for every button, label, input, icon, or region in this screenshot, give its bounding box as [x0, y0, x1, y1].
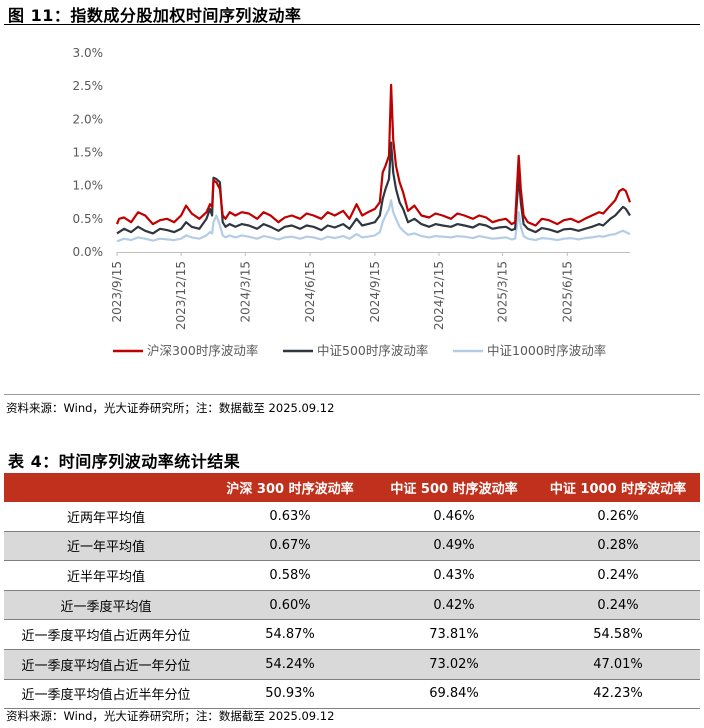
- series-line-2: [116, 199, 631, 243]
- table-cell: 0.46%: [372, 502, 536, 532]
- legend-label: 中证500时序波动率: [317, 343, 428, 358]
- y-tick-label: 1.0%: [73, 179, 104, 193]
- table-cell: 0.60%: [208, 590, 372, 621]
- source-rule: [4, 394, 700, 395]
- table-title: 表 4：时间序列波动率统计结果: [8, 452, 241, 471]
- x-tick-label: 2024/12/15: [432, 261, 446, 330]
- series-lines: [115, 83, 632, 243]
- row-label: 近一季度平均值占近两年分位: [4, 619, 208, 650]
- figure-title: 图 11：指数成分股加权时间序列波动率: [8, 6, 302, 25]
- table-cell: 0.63%: [208, 502, 372, 532]
- table-cell: 0.28%: [536, 531, 700, 562]
- legend-label: 中证1000时序波动率: [487, 343, 606, 358]
- table-cell: 0.58%: [208, 560, 372, 591]
- table-cell: 73.81%: [372, 619, 536, 650]
- table-cell: 54.58%: [536, 619, 700, 650]
- y-tick-label: 1.5%: [73, 146, 104, 160]
- table-cell: 0.67%: [208, 531, 372, 562]
- table-row: 近一季度平均值占近一年分位 54.24% 73.02% 47.01%: [4, 649, 700, 680]
- legend-label: 沪深300时序波动率: [147, 343, 258, 358]
- x-tick-label: 2024/9/15: [368, 261, 382, 323]
- y-tick-label: 2.0%: [73, 112, 104, 126]
- table-row: 近一季度平均值 0.60% 0.42% 0.24%: [4, 590, 700, 621]
- x-tick-label: 2023/9/15: [110, 261, 124, 323]
- title-rule: [4, 24, 700, 25]
- table-row: 近一季度平均值占近半年分位 50.93% 69.84% 42.23%: [4, 679, 700, 710]
- header-cell: [4, 473, 208, 502]
- stats-table: 沪深 300 时序波动率 中证 500 时序波动率 中证 1000 时序波动率 …: [4, 473, 700, 710]
- table-row: 近一年平均值 0.67% 0.49% 0.28%: [4, 531, 700, 562]
- row-label: 近两年平均值: [4, 502, 208, 532]
- row-label: 近一季度平均值占近一年分位: [4, 649, 208, 680]
- table-row: 近一季度平均值占近两年分位 54.87% 73.81% 54.58%: [4, 619, 700, 650]
- header-cell: 中证 500 时序波动率: [372, 473, 536, 502]
- table-cell: 69.84%: [372, 679, 536, 710]
- table-cell: 0.42%: [372, 590, 536, 621]
- x-tick-label: 2025/6/15: [560, 261, 574, 323]
- y-tick-label: 0.0%: [73, 245, 104, 259]
- x-axis: 2023/9/15 2023/12/15 2024/3/15 2024/6/15 202…: [110, 252, 630, 330]
- volatility-line-chart: 0.0%0.5%1.0%1.5%2.0%2.5%3.0% 2023/9/15 20…: [73, 46, 632, 358]
- table-cell: 0.26%: [536, 502, 700, 532]
- y-tick-label: 2.5%: [73, 79, 104, 93]
- table-cell: 0.49%: [372, 531, 536, 562]
- table-cell: 50.93%: [208, 679, 372, 710]
- table-header-row: 沪深 300 时序波动率 中证 500 时序波动率 中证 1000 时序波动率: [4, 473, 700, 502]
- row-label: 近一年平均值: [4, 531, 208, 562]
- table-cell: 47.01%: [536, 649, 700, 680]
- table-cell: 42.23%: [536, 679, 700, 710]
- x-tick-label: 2023/12/15: [174, 261, 188, 330]
- series-line-1: [116, 141, 631, 235]
- x-tick-label: 2024/3/15: [238, 261, 252, 323]
- x-tick-label: 2025/3/15: [495, 261, 509, 323]
- table-cell: 73.02%: [372, 649, 536, 680]
- table-source: 资料来源：Wind，光大证券研究所；注：数据截至 2025.09.12: [6, 709, 335, 723]
- table-cell: 0.24%: [536, 590, 700, 621]
- figure-source: 资料来源：Wind，光大证券研究所；注：数据截至 2025.09.12: [6, 401, 335, 415]
- table-cell: 0.24%: [536, 560, 700, 591]
- table-row: 近半年平均值 0.58% 0.43% 0.24%: [4, 560, 700, 591]
- series-line-0: [115, 83, 632, 227]
- row-label: 近半年平均值: [4, 560, 208, 591]
- x-tick-label: 2024/6/15: [303, 261, 317, 323]
- row-label: 近一季度平均值占近半年分位: [4, 679, 208, 710]
- header-cell: 沪深 300 时序波动率: [208, 473, 372, 502]
- table-row: 近两年平均值 0.63% 0.46% 0.26%: [4, 502, 700, 532]
- y-tick-label: 3.0%: [73, 46, 104, 60]
- table-cell: 54.24%: [208, 649, 372, 680]
- y-axis-ticks: 0.0% 0.5% 1.0% 1.5% 2.0% 2.5% 3.0%: [73, 46, 104, 259]
- header-cell: 中证 1000 时序波动率: [536, 473, 700, 502]
- row-label: 近一季度平均值: [4, 590, 208, 621]
- table-cell: 0.43%: [372, 560, 536, 591]
- chart-legend: 沪深300时序波动率 中证500时序波动率 中证1000时序波动率: [113, 343, 606, 358]
- table-cell: 54.87%: [208, 619, 372, 650]
- y-tick-label: 0.5%: [73, 212, 104, 226]
